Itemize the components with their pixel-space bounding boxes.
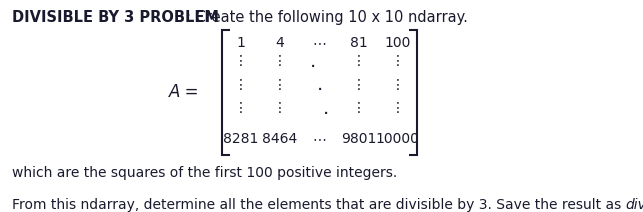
Text: 100: 100	[384, 36, 411, 50]
Text: 8281: 8281	[223, 132, 259, 146]
Text: .: .	[323, 99, 329, 118]
Text: ⋮: ⋮	[352, 101, 366, 115]
Text: ⋮: ⋮	[234, 78, 248, 92]
Text: ⋮: ⋮	[390, 78, 404, 92]
Text: ⋯: ⋯	[312, 36, 327, 50]
Text: 81: 81	[350, 36, 368, 50]
Text: 1: 1	[237, 36, 246, 50]
Text: A =: A =	[169, 83, 199, 101]
Text: div_by_3.npy: div_by_3.npy	[625, 198, 643, 212]
Text: ⋮: ⋮	[234, 54, 248, 68]
Text: ⋯: ⋯	[312, 132, 327, 146]
Text: 8464: 8464	[262, 132, 297, 146]
Text: ⋮: ⋮	[273, 54, 287, 68]
Text: which are the squares of the first 100 positive integers.: which are the squares of the first 100 p…	[12, 166, 397, 180]
Text: DIVISIBLE BY 3 PROBLEM: DIVISIBLE BY 3 PROBLEM	[12, 10, 219, 25]
Text: 10000: 10000	[376, 132, 419, 146]
Text: 9801: 9801	[341, 132, 377, 146]
Text: ⋮: ⋮	[352, 54, 366, 68]
Text: ⋮: ⋮	[390, 101, 404, 115]
Text: 4: 4	[275, 36, 284, 50]
Text: ⋮: ⋮	[273, 78, 287, 92]
Text: ⋮: ⋮	[390, 54, 404, 68]
Text: : Create the following 10 x 10 ndarray.: : Create the following 10 x 10 ndarray.	[186, 10, 468, 25]
Text: From this ndarray, determine all the elements that are divisible by 3. Save the : From this ndarray, determine all the ele…	[12, 198, 625, 212]
Text: ⋮: ⋮	[352, 78, 366, 92]
Text: ⋮: ⋮	[273, 101, 287, 115]
Text: ⋮: ⋮	[234, 101, 248, 115]
Text: .: .	[316, 75, 323, 94]
Text: .: .	[310, 52, 316, 71]
